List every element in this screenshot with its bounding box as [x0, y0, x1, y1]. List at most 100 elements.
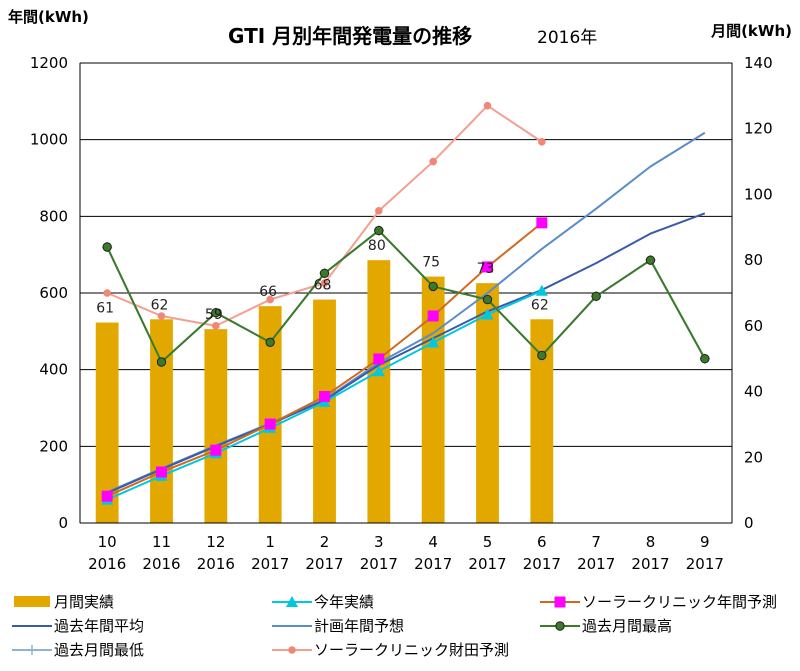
dot-marker-fill: [537, 350, 547, 361]
dot-marker-fill: [591, 291, 601, 301]
circle-marker: [157, 312, 166, 320]
legend-label: 過去月間最高: [582, 617, 672, 635]
legend-label: ソーラークリニック財田予測: [314, 641, 509, 659]
legend-swatch: [14, 596, 50, 607]
dot-marker-fill: [374, 225, 384, 236]
bar: [258, 306, 282, 523]
bar-label: 68: [314, 278, 332, 294]
x-tick-year: 2017: [577, 555, 615, 573]
legend-label: ソーラークリニック年間予測: [582, 593, 777, 611]
left-tick-label: 200: [39, 437, 68, 455]
square-marker: [427, 310, 439, 322]
right-tick-label: 100: [744, 185, 773, 203]
square-marker: [264, 418, 276, 430]
bar: [530, 319, 554, 523]
x-tick-year: 2017: [523, 555, 561, 573]
triangle-marker: [427, 336, 440, 348]
circle-marker: [212, 322, 220, 330]
circle-marker: [429, 157, 437, 166]
legend-item: ソーラークリニック年間予測: [540, 593, 777, 611]
right-tick-label: 80: [744, 251, 763, 269]
x-tick-year: 2016: [142, 555, 180, 573]
bar-label: 61: [96, 301, 114, 317]
bar: [95, 322, 119, 523]
dot-marker-fill: [428, 281, 438, 292]
left-tick-label: 1200: [30, 54, 68, 72]
x-tick-month: 2: [320, 533, 330, 551]
bar: [313, 299, 336, 523]
right-tick-label: 0: [744, 514, 754, 532]
circle-marker: [375, 207, 383, 215]
bar-label: 75: [422, 255, 440, 271]
square-marker: [554, 596, 566, 608]
chart-subtitle: 2016年: [537, 28, 597, 48]
x-tick-year: 2017: [686, 555, 724, 573]
legend-item: 月間実績: [14, 593, 114, 611]
circle-marker: [538, 138, 546, 146]
legend-item: 過去月間最低: [12, 641, 144, 659]
legend-label: 月間実績: [54, 593, 114, 611]
x-tick-year: 2017: [631, 555, 669, 573]
legend-label: 過去年間平均: [54, 617, 144, 635]
bar-label: 66: [259, 284, 277, 300]
right-axis-title: 月間(kWh): [710, 22, 792, 40]
x-tick-month: 12: [206, 533, 225, 551]
dot-marker-fill: [482, 294, 493, 305]
dot-marker-fill: [555, 621, 565, 631]
x-tick-month: 9: [700, 533, 710, 551]
legend-item: ソーラークリニック財田予測: [272, 641, 509, 659]
circle-marker: [320, 279, 329, 287]
x-tick-year: 2017: [360, 555, 398, 573]
circle-marker: [266, 295, 274, 304]
series-line: [106, 229, 706, 363]
square-marker: [319, 391, 330, 402]
left-tick-label: 1000: [30, 131, 68, 149]
axes: 0 200 400 600 800 1000 1200 0 20 40 60 80 100 120 140 1…: [30, 54, 773, 573]
left-axis-title: 年間(kWh): [8, 8, 89, 26]
legend-item: 過去月間最高: [540, 617, 672, 635]
plus-marker: [27, 645, 37, 655]
legend-label: 過去月間最低: [54, 641, 144, 659]
square-marker: [482, 261, 493, 273]
left-tick-label: 800: [39, 207, 68, 225]
dot-marker-fill: [319, 268, 330, 278]
bar-label: 73: [477, 261, 495, 277]
right-tick-label: 20: [744, 448, 763, 466]
bar-label: 62: [151, 297, 169, 313]
dot-marker-fill: [265, 337, 275, 347]
x-tick-year: 2017: [251, 555, 289, 573]
dot-marker: [428, 281, 438, 292]
square-marker: [210, 444, 222, 456]
bar: [476, 283, 499, 523]
x-tick-year: 2016: [197, 555, 235, 573]
bar-label: 62: [531, 297, 549, 313]
x-tick-year: 2016: [88, 555, 126, 573]
x-tick-year: 2017: [305, 555, 343, 573]
bar: [150, 319, 173, 523]
legend-label: 計画年間予想: [314, 617, 404, 635]
dot-marker-fill: [102, 242, 112, 252]
gridlines: [80, 62, 732, 447]
bars: [95, 260, 554, 523]
dot-marker: [102, 242, 112, 252]
series-line: [106, 212, 706, 495]
legend-item: 計画年間予想: [272, 617, 404, 635]
bar: [421, 276, 445, 523]
circle-marker: [288, 646, 296, 654]
right-tick-label: 120: [744, 120, 773, 138]
dot-marker: [555, 621, 565, 631]
bar: [204, 329, 228, 523]
dot-marker: [645, 255, 656, 265]
square-marker: [101, 490, 113, 502]
left-tick-label: 600: [39, 284, 68, 302]
square-marker: [536, 217, 548, 229]
x-tick-month: 8: [646, 533, 656, 551]
dot-marker: [265, 337, 275, 347]
series-markers: [101, 101, 710, 505]
x-tick-month: 6: [537, 533, 547, 551]
dot-marker: [482, 294, 493, 305]
x-tick-year: 2017: [414, 555, 452, 573]
square-marker: [373, 353, 385, 365]
